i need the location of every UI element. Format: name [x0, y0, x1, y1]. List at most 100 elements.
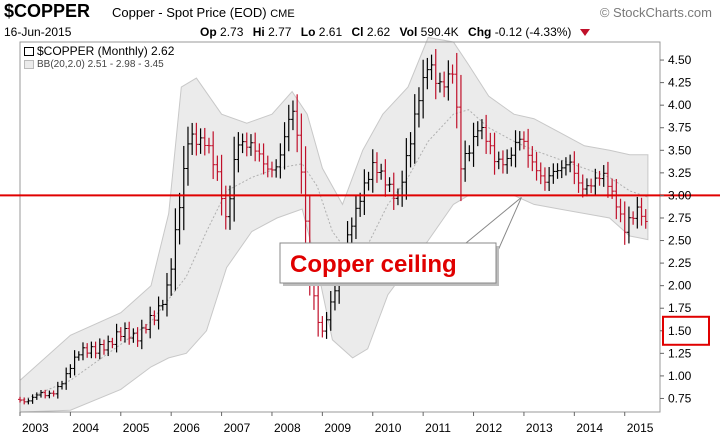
callout-joint — [466, 244, 495, 255]
ohlc-bar — [328, 290, 333, 331]
ohlc-bar — [513, 130, 518, 168]
y-tick-label: 2.75 — [668, 211, 692, 225]
ohlc-bar — [538, 162, 543, 185]
ohlc-bar — [366, 171, 371, 191]
ohlc-bar — [576, 163, 581, 193]
ohlc-bar — [626, 206, 631, 244]
x-tick-label: 2003 — [22, 421, 49, 435]
ohlc-bar — [173, 208, 178, 291]
description-text: Copper - Spot Price (EOD) — [112, 5, 267, 20]
ohlc-bar — [471, 122, 476, 167]
x-tick-label: 2004 — [72, 421, 99, 435]
ohlc-bar — [274, 159, 279, 178]
x-tick-label: 2008 — [274, 421, 301, 435]
ohlc-bar — [76, 351, 81, 361]
ohlc-bar — [185, 126, 190, 186]
y-tick-label: 2.00 — [668, 279, 692, 293]
ohlc-bar — [534, 152, 539, 181]
close-label: Cl — [351, 25, 364, 39]
ohlc-bar — [635, 196, 640, 229]
y-tick-label: 1.50 — [668, 324, 692, 338]
ohlc-bar — [68, 364, 73, 378]
ohlc-bar — [370, 149, 375, 193]
ohlc-bar — [206, 137, 211, 154]
ohlc-bar — [202, 127, 207, 156]
open-value: 2.73 — [220, 25, 244, 39]
ohlc-bar — [232, 136, 237, 222]
y-tick-label: 1.25 — [668, 346, 692, 360]
ohlc-bar — [164, 272, 169, 317]
ohlc-bar — [412, 94, 417, 164]
ohlc-bar — [454, 52, 459, 129]
legend-bb: BB(20,2.0) 2.51 - 2.98 - 3.45 — [24, 59, 164, 70]
x-tick-label: 2013 — [526, 421, 553, 435]
legend-bb-swatch — [24, 59, 34, 69]
quote-line: Op 2.73 Hi 2.77 Lo 2.61 Cl 2.62 Vol 590.… — [200, 25, 590, 39]
ohlc-bar — [467, 145, 472, 162]
ohlc-bar — [450, 64, 455, 84]
x-tick-label: 2010 — [375, 421, 402, 435]
ohlc-bar — [106, 335, 111, 357]
ohlc-bar — [118, 327, 123, 342]
ohlc-bar — [295, 94, 300, 153]
ohlc-bar — [496, 151, 501, 170]
ohlc-bar — [38, 389, 43, 398]
callout-box — [279, 242, 497, 284]
ohlc-bar — [278, 143, 283, 179]
ohlc-bar — [446, 60, 451, 101]
ohlc-bar — [22, 397, 27, 405]
ohlc-bar — [416, 87, 421, 128]
y-tick-label: 3.50 — [668, 143, 692, 157]
ohlc-bar — [303, 146, 308, 247]
x-tick-label: 2005 — [123, 421, 150, 435]
ohlc-bar — [223, 185, 228, 230]
change-label: Chg — [468, 25, 492, 39]
ohlc-bar — [349, 217, 354, 244]
ohlc-bar — [425, 57, 430, 90]
change-value: -0.12 (-4.33%) — [494, 25, 572, 39]
ohlc-bar — [152, 310, 157, 326]
ohlc-bar — [353, 195, 358, 240]
ohlc-bar — [198, 128, 203, 154]
legend-bb-label: BB(20,2.0) 2.51 - 2.98 - 3.45 — [37, 59, 164, 70]
bollinger-band — [19, 36, 649, 413]
ohlc-bar — [593, 168, 598, 196]
legend-price-swatch — [24, 47, 34, 57]
ohlc-bar — [555, 163, 560, 179]
ohlc-bar — [51, 390, 56, 397]
ohlc-bar — [530, 146, 535, 172]
ohlc-bar — [559, 160, 564, 179]
ohlc-bar — [181, 145, 186, 231]
x-tick-label: 2006 — [173, 421, 200, 435]
ohlc-bar — [437, 72, 442, 93]
ohlc-bar — [148, 306, 153, 339]
ohlc-bar — [379, 163, 384, 180]
open-label: Op — [200, 25, 217, 39]
ohlc-bar — [488, 132, 493, 155]
legend-price: $COPPER (Monthly) 2.62 — [24, 44, 174, 58]
ohlc-bar — [265, 155, 270, 178]
y-tick-label: 0.75 — [668, 391, 692, 405]
callout-label: Copper ceiling — [290, 251, 457, 278]
ohlc-bar — [139, 319, 144, 350]
ohlc-bar — [290, 100, 295, 131]
ohlc-bar — [500, 150, 505, 174]
y-tick-label: 4.00 — [668, 98, 692, 112]
ohlc-bar — [563, 157, 568, 176]
ohlc-bar — [248, 134, 253, 156]
plot-frame — [19, 41, 661, 413]
ohlc-bar — [244, 132, 249, 157]
y-tick-label: 2.25 — [668, 256, 692, 270]
ohlc-bar — [332, 282, 337, 311]
ohlc-bar — [526, 128, 531, 168]
ohlc-bar — [269, 161, 274, 178]
ohlc-bar — [72, 350, 77, 376]
ohlc-bar — [622, 201, 627, 245]
quote-date: 16-Jun-2015 — [4, 25, 72, 39]
ohlc-bar — [547, 167, 552, 192]
ohlc-bar — [316, 281, 321, 337]
ohlc-bar — [475, 121, 480, 147]
x-tick-label: 2009 — [324, 421, 351, 435]
ohlc-bar — [492, 132, 497, 175]
x-tick-label: 2011 — [425, 421, 451, 435]
